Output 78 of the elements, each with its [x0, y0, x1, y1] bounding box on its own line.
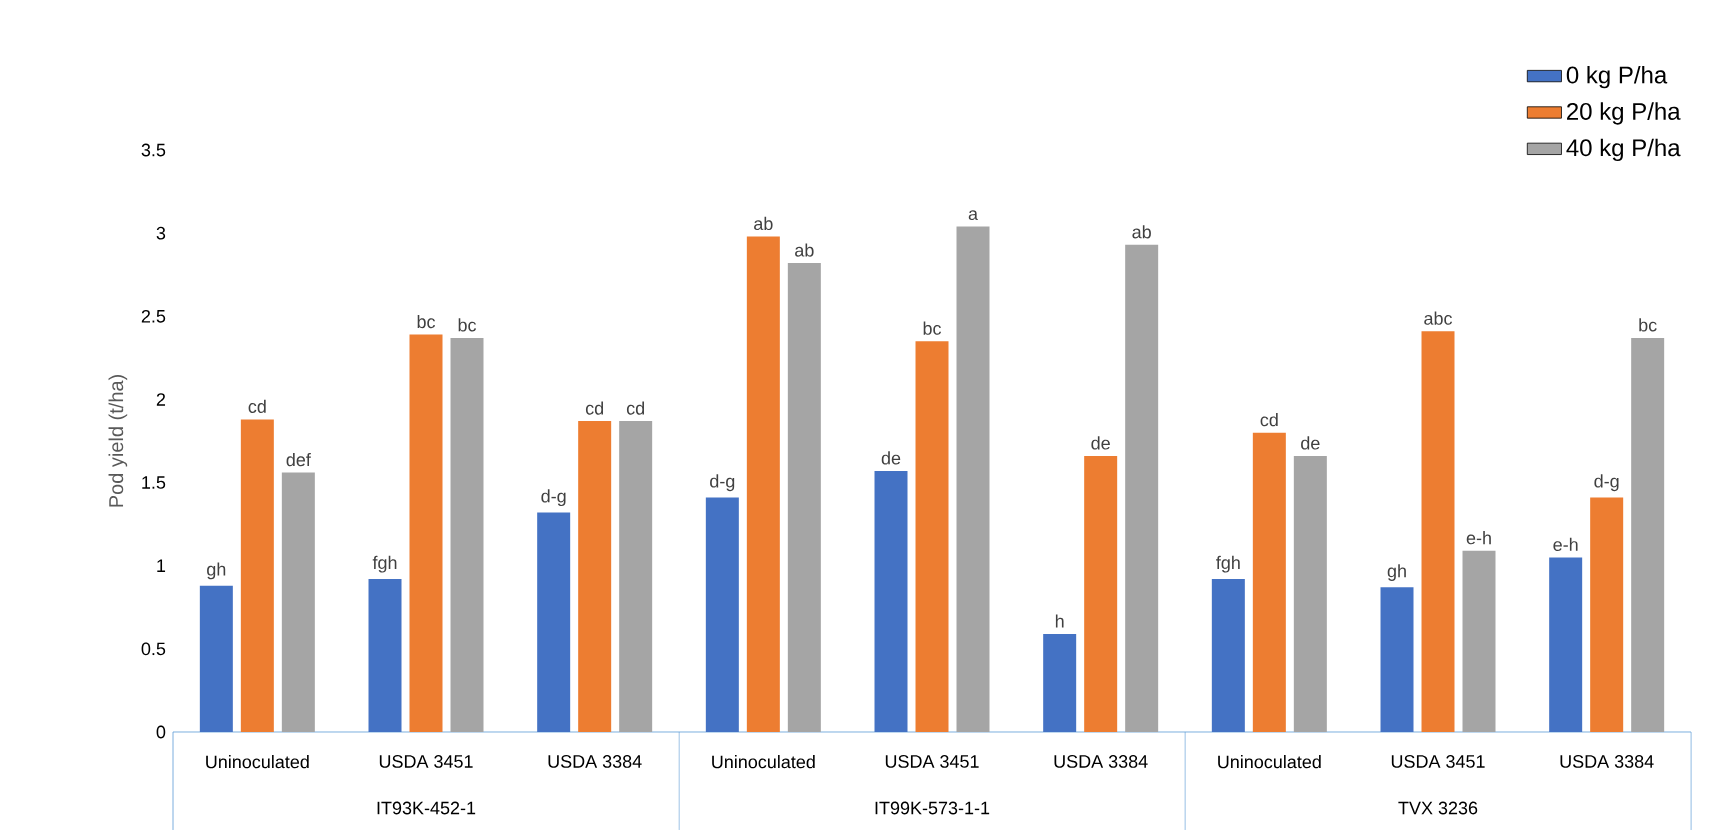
- legend-label: 0 kg P/ha: [1566, 65, 1668, 89]
- data-label: de: [1091, 436, 1110, 450]
- bar: [199, 585, 233, 732]
- bar: [1421, 331, 1455, 732]
- x-tick-label: Uninoculated: [1218, 755, 1321, 769]
- data-label: bc: [417, 314, 436, 329]
- y-tick-label: 2: [156, 393, 166, 406]
- y-tick-label: 0: [156, 725, 166, 739]
- bar: [578, 421, 612, 732]
- data-label: de: [881, 451, 901, 465]
- data-label: d-g: [541, 489, 566, 507]
- data-label: cd: [585, 401, 604, 415]
- data-label: bc: [458, 318, 477, 332]
- data-label: bc: [1639, 318, 1657, 332]
- bar: [1252, 432, 1286, 732]
- x-tick-label: USDA 3384: [1560, 755, 1654, 768]
- data-label: fgh: [372, 555, 397, 573]
- bar: [450, 337, 484, 732]
- bar: [368, 579, 402, 732]
- y-axis-title: Pod yield (t/ha): [108, 375, 128, 507]
- bar: [1125, 244, 1159, 732]
- bar: [956, 226, 990, 732]
- y-tick-label: 3.5: [141, 143, 166, 157]
- legend-label: 40 kg P/ha: [1566, 138, 1681, 162]
- data-label: ab: [754, 216, 773, 231]
- bar: [1293, 455, 1327, 732]
- bar: [1590, 497, 1624, 732]
- data-label: def: [286, 452, 311, 467]
- bar: [1549, 557, 1583, 732]
- bar: [619, 421, 653, 732]
- bar: [705, 497, 739, 732]
- bar: [1043, 633, 1077, 732]
- data-label: abc: [1424, 311, 1453, 325]
- bar: [409, 334, 443, 732]
- bar: [787, 263, 821, 732]
- x-tick-label: USDA 3451: [379, 755, 473, 768]
- data-label: cd: [248, 399, 266, 413]
- data-label: h: [1055, 614, 1064, 628]
- bar: [537, 512, 571, 732]
- bar: [874, 470, 908, 732]
- bar: [915, 341, 949, 732]
- x-tick-label: Uninoculated: [712, 755, 815, 769]
- data-label: ab: [1132, 225, 1151, 239]
- data-label: e-h: [1466, 531, 1491, 545]
- bar: [1380, 587, 1414, 732]
- data-label: a: [968, 210, 979, 221]
- data-label: fgh: [1216, 555, 1240, 573]
- data-label: e-h: [1553, 537, 1578, 552]
- text: IT99K-573-1-1: [875, 801, 990, 815]
- y-tick-label: 3: [156, 226, 166, 240]
- bar: [281, 472, 315, 732]
- x-tick-label: USDA 3451: [885, 755, 979, 768]
- x-tick-label: USDA 3384: [548, 755, 642, 768]
- bar: [1462, 550, 1496, 732]
- y-tick-label: 2.5: [141, 309, 166, 323]
- legend-label: 20 kg P/ha: [1567, 102, 1681, 125]
- y-tick-label: 1: [157, 559, 166, 572]
- bar: [240, 419, 274, 732]
- data-label: d-g: [710, 474, 735, 492]
- bar: [746, 236, 780, 732]
- text: TVX 3236: [1398, 801, 1478, 815]
- y-tick-label: 1.5: [142, 476, 166, 489]
- data-label: de: [1301, 436, 1320, 450]
- bar: [1631, 337, 1665, 732]
- data-label: gh: [207, 562, 226, 580]
- data-label: ab: [795, 243, 814, 257]
- x-tick-label: USDA 3384: [1054, 755, 1148, 768]
- bar: [1084, 455, 1118, 732]
- data-label: d-g: [1594, 474, 1619, 492]
- x-tick-label: Uninoculated: [206, 755, 309, 769]
- y-tick-label: 0.5: [141, 642, 166, 656]
- text: IT93K-452-1: [377, 801, 476, 815]
- data-label: gh: [1387, 564, 1406, 581]
- bar: [1211, 579, 1245, 732]
- data-label: bc: [923, 321, 942, 335]
- x-tick-label: USDA 3451: [1391, 755, 1485, 768]
- data-label: cd: [1260, 413, 1278, 427]
- data-label: cd: [626, 401, 645, 415]
